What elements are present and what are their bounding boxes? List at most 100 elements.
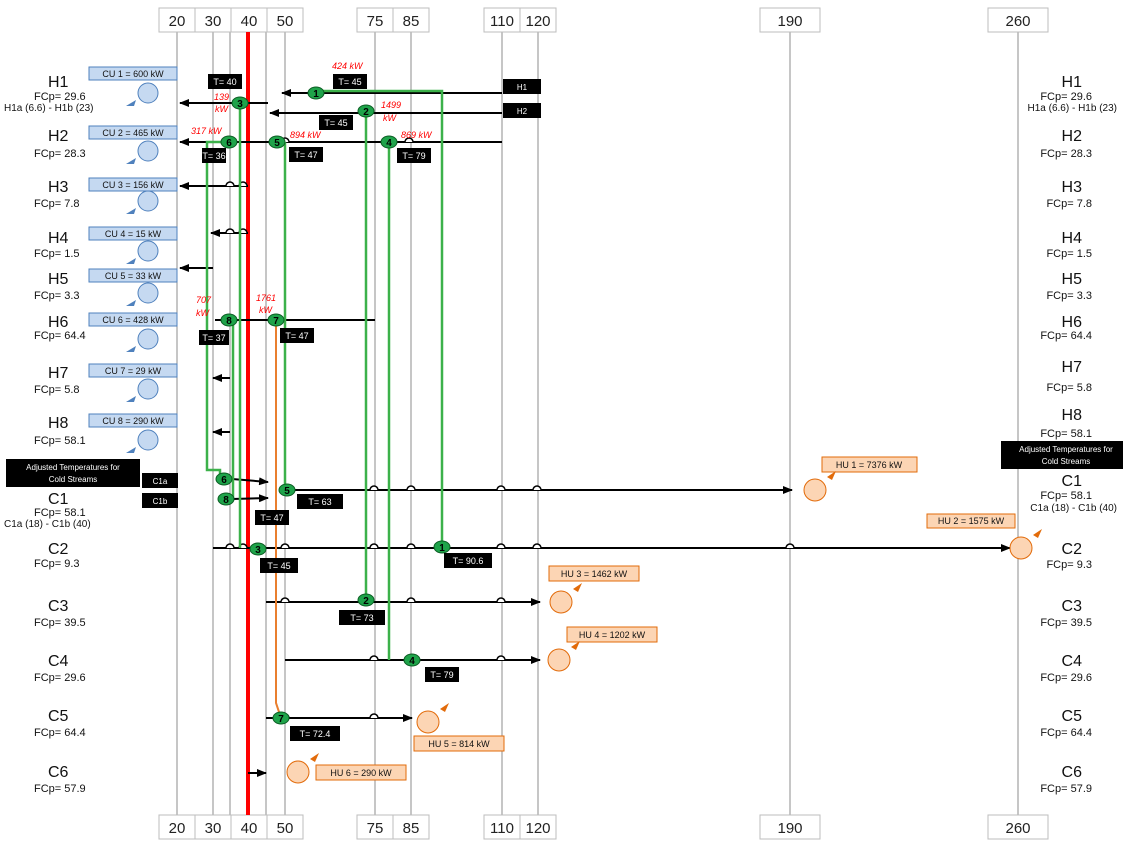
cooler-5: CU 5 = 33 kW [88,268,178,306]
stream-name: H7 [48,365,69,382]
scale-tick-bottom: 40 [241,820,258,837]
stream-name: H6 [1062,314,1083,331]
cooler-3: CU 3 = 156 kW [88,177,178,214]
stream-fcp: FCp= 58.1 [1040,490,1092,502]
svg-text:7: 7 [278,714,284,725]
svg-text:C1b: C1b [153,497,168,506]
tag-h2: H2 [503,103,541,118]
stream-fcp: FCp= 5.8 [34,384,80,396]
top-scale: 20 30 40 50 75 85 110 120 190 260 [158,7,1049,33]
stream-fcp: FCp= 9.3 [1046,559,1092,571]
svg-text:Cold Streams: Cold Streams [49,475,97,484]
temperature-label: T= 47 [294,150,317,160]
scale-tick-top: 120 [525,13,550,30]
svg-text:7: 7 [273,316,279,327]
cooler-1: CU 1 = 600 kW [88,66,178,106]
duty-label: 1499 [381,100,401,110]
scale-tick-top: 50 [277,13,294,30]
exchanger-1: 1 [433,540,451,554]
stream-name: C1 [48,491,69,508]
scale-tick-top: 75 [367,13,384,30]
stream-fcp: FCp= 29.6 [34,672,86,684]
stream-fcp: FCp= 7.8 [1046,198,1092,210]
temperature-label: T= 45 [338,77,361,87]
heaters: HU 1 = 7376 kW HU 2 = 1575 kW HU 3 = 146… [286,456,1042,784]
bottom-scale: 20 30 40 50 75 85 110 120 190 260 [158,814,1049,840]
svg-text:8: 8 [223,495,229,506]
stream-name: H8 [48,415,69,432]
exchanger-7: 7 [267,313,285,327]
match-lines [205,89,444,660]
svg-text:CU 7 = 29 kW: CU 7 = 29 kW [105,366,162,376]
exchanger-2: 2 [357,104,375,118]
stream-name: H3 [48,179,69,196]
exchanger-8: 8 [217,492,235,506]
tag-c1b: C1b [142,493,178,508]
stream-name: C5 [1062,708,1083,725]
exchanger-2: 2 [357,593,375,607]
stream-name: H2 [48,128,69,145]
scale-tick-top: 85 [403,13,420,30]
svg-text:4: 4 [386,138,392,149]
svg-text:4: 4 [409,656,415,667]
stream-fcp: FCp= 58.1 [34,435,86,447]
cooler-2: CU 2 = 465 kW [88,125,178,164]
cooler-6: CU 6 = 428 kW [88,312,178,352]
adjusted-note-right: Adjusted Temperatures for Cold Streams [1001,441,1123,469]
duty-label: kW [215,104,230,114]
scale-tick-bottom: 30 [205,820,222,837]
line-crossings [225,137,795,719]
svg-text:6: 6 [226,138,232,149]
scale-tick-bottom: 110 [490,820,514,837]
stream-fcp: FCp= 3.3 [1046,290,1092,302]
temperature-label: T= 73 [350,613,373,623]
stream-fcp: FCp= 64.4 [1040,727,1092,739]
scale-tick-bottom: 50 [277,820,294,837]
svg-text:CU 8 = 290 kW: CU 8 = 290 kW [102,416,164,426]
adjusted-note-left: Adjusted Temperatures for Cold Streams [6,459,140,487]
svg-text:Cold Streams: Cold Streams [1042,457,1090,466]
svg-text:HU 4 = 1202 kW: HU 4 = 1202 kW [579,630,646,640]
stream-name: H1 [48,74,69,91]
stream-split: H1a (6.6) - H1b (23) [1028,103,1117,114]
heater-2: HU 2 = 1575 kW [926,513,1042,560]
heater-3: HU 3 = 1462 kW [548,565,640,614]
stream-fcp: FCp= 1.5 [34,248,80,260]
stream-fcp: FCp= 7.8 [34,198,80,210]
stream-fcp: FCp= 39.5 [1040,617,1092,629]
scale-tick-bottom: 75 [367,820,384,837]
duty-label: 894 kW [290,130,322,140]
svg-text:H2: H2 [517,107,528,116]
exchanger-8: 8 [220,313,238,327]
temperature-label: T= 72.4 [300,729,331,739]
svg-text:3: 3 [237,99,243,110]
stream-fcp: FCp= 57.9 [1040,783,1092,795]
stream-name: H7 [1062,359,1083,376]
heater-4: HU 4 = 1202 kW [547,626,658,672]
temperature-label: T= 40 [213,77,236,87]
temperature-label: T= 63 [308,497,331,507]
stream-name: H1 [1062,74,1083,91]
svg-text:CU 6 = 428 kW: CU 6 = 428 kW [102,315,164,325]
svg-text:HU 5 = 814 kW: HU 5 = 814 kW [428,739,490,749]
duty-label: 707 [196,295,212,305]
temperature-label: T= 79 [402,151,425,161]
scale-tick-top: 260 [1005,13,1030,30]
exchanger-7: 7 [272,711,290,725]
stream-name: C6 [1062,764,1083,781]
scale-tick-top: 190 [777,13,802,30]
stream-name: C2 [1062,541,1083,558]
stream-name: C5 [48,708,69,725]
stream-name: H6 [48,314,69,331]
stream-name: C3 [48,598,69,615]
temperature-label: T= 47 [260,513,283,523]
svg-text:1: 1 [439,543,445,554]
scale-tick-bottom: 190 [777,820,802,837]
heater-6: HU 6 = 290 kW [286,753,407,784]
stream-name: H2 [1062,128,1083,145]
scale-tick-bottom: 120 [525,820,550,837]
duty-label: 424 kW [332,61,364,71]
svg-text:5: 5 [274,138,280,149]
stream-fcp: FCp= 28.3 [1040,148,1092,160]
svg-text:2: 2 [363,107,369,118]
